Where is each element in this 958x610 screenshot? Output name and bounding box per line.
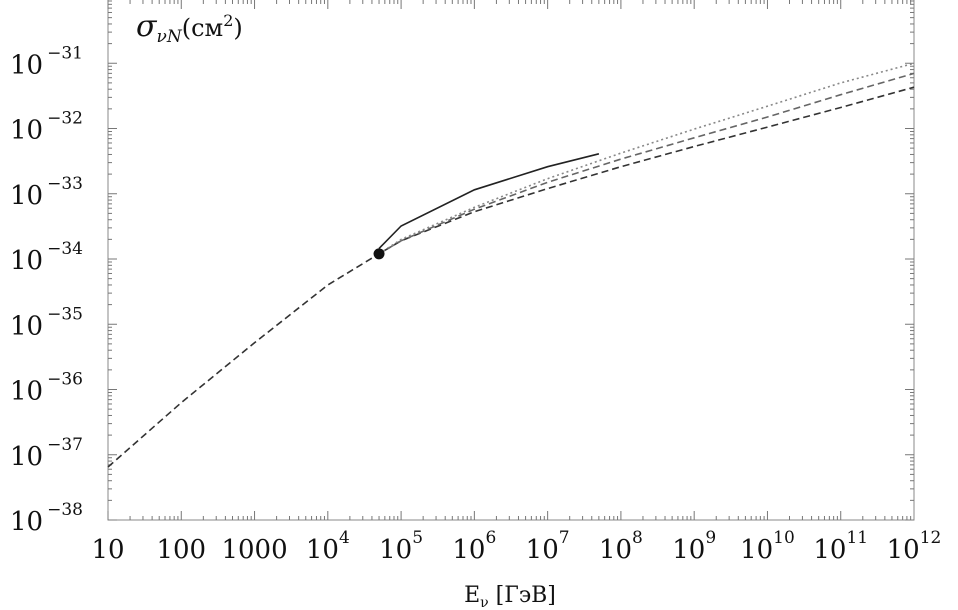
title-symbol: σ xyxy=(136,9,158,44)
x-tick-label: 1000 xyxy=(221,535,287,565)
x-tick-label: 1010 xyxy=(740,528,795,565)
y-tick-label: 10 −31 xyxy=(10,43,83,80)
y-tick-label: 10 −32 xyxy=(10,109,83,146)
x-tick-label: 109 xyxy=(672,528,716,565)
series-line-2 xyxy=(378,72,915,255)
y-tick-label: 10 −34 xyxy=(10,239,83,276)
title-subscript: νN xyxy=(156,27,182,47)
x-tick-label: 107 xyxy=(526,528,570,565)
x-tick-label: 106 xyxy=(452,528,496,565)
x-axis-title-unit: [ГэВ] xyxy=(489,583,556,608)
y-tick-label: 10 −38 xyxy=(10,500,83,537)
minor-ticks xyxy=(107,0,914,521)
series-line-1 xyxy=(107,86,915,468)
series-line-3 xyxy=(378,62,915,255)
marker-layer xyxy=(373,248,385,260)
x-tick-labels: 10 100 1000 104 105 106 107 108 109 1010 1011 1012 xyxy=(91,528,941,565)
x-tick-label: 108 xyxy=(599,528,643,565)
title-power: 2 xyxy=(223,11,233,30)
series-layer xyxy=(107,62,915,468)
title-close: ) xyxy=(233,14,242,42)
x-axis-title: Eν [ГэВ] xyxy=(464,583,556,610)
x-tick-label: 105 xyxy=(379,528,423,565)
x-axis-title-main: E xyxy=(464,583,480,608)
x-tick-label: 10 xyxy=(91,535,124,565)
y-tick-label: 10 −37 xyxy=(10,435,83,472)
x-tick-label: 100 xyxy=(156,535,206,565)
y-tick-label: 10 −36 xyxy=(10,370,83,407)
x-axis-title-sub: ν xyxy=(480,595,489,610)
y-tick-label: 10 −33 xyxy=(10,174,83,211)
x-tick-label: 1012 xyxy=(887,528,942,565)
series-line-4 xyxy=(378,153,600,250)
x-tick-label: 104 xyxy=(306,528,350,565)
y-tick-labels: 10−31 10−32 10−33 10−34 10−35 10−36 10−37 10−38 xyxy=(10,43,83,537)
plot-frame xyxy=(107,0,915,521)
data-marker xyxy=(373,248,385,260)
x-tick-label: 1011 xyxy=(813,528,868,565)
title-open: (см xyxy=(182,14,223,42)
y-tick-label: 10 −35 xyxy=(10,304,83,341)
chart-title: σνN(см2) xyxy=(136,9,243,47)
